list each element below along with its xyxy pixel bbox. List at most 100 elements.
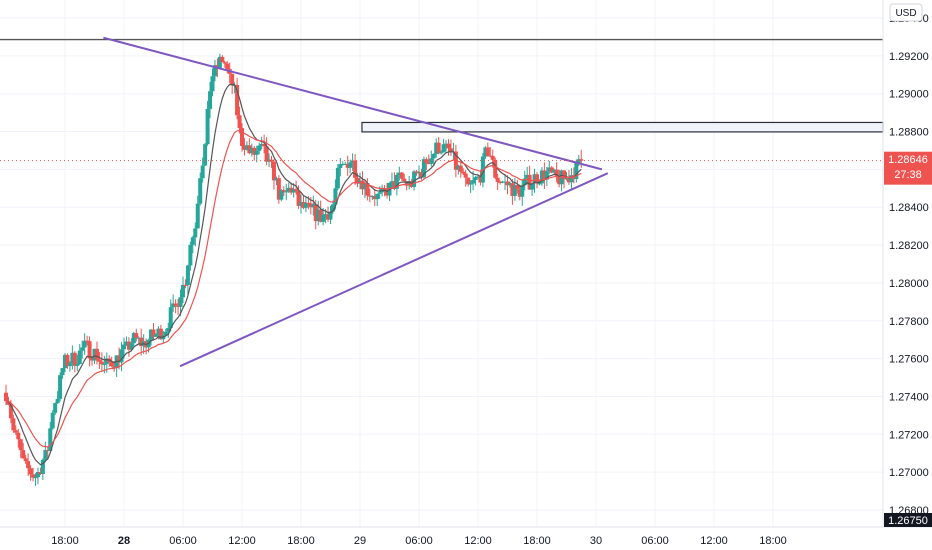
candle-body bbox=[77, 350, 82, 365]
candle-body bbox=[252, 147, 257, 155]
candle-body bbox=[537, 183, 542, 185]
candle-body bbox=[185, 265, 190, 285]
candle-body bbox=[247, 145, 252, 154]
x-tick-label: 12:00 bbox=[700, 535, 728, 547]
candle-body bbox=[456, 165, 461, 170]
candle-body bbox=[85, 340, 90, 342]
candle-body bbox=[126, 341, 131, 350]
candle-body bbox=[242, 145, 247, 150]
candle-body bbox=[235, 85, 240, 116]
candle-body bbox=[515, 185, 520, 190]
candle-body bbox=[90, 358, 95, 361]
candle-body bbox=[539, 170, 544, 184]
candle-body bbox=[328, 211, 333, 220]
low-price-badge: 1.26750 bbox=[884, 513, 932, 527]
candle-body bbox=[308, 203, 313, 208]
candle-body bbox=[40, 459, 45, 474]
candle-body bbox=[335, 168, 340, 189]
y-tick-label: 1.28400 bbox=[889, 202, 929, 214]
candle-body bbox=[431, 153, 436, 159]
candle-body bbox=[188, 244, 193, 266]
candle-body bbox=[198, 178, 203, 204]
candle-body bbox=[414, 171, 419, 174]
candle-body bbox=[473, 177, 478, 181]
candle-body bbox=[124, 341, 129, 345]
candle-body bbox=[183, 284, 188, 286]
candle-body bbox=[97, 359, 102, 362]
candle-body bbox=[200, 165, 205, 179]
x-tick-label: 30 bbox=[590, 535, 602, 547]
candle-body bbox=[330, 204, 335, 212]
candle-body bbox=[286, 187, 291, 192]
candle-body bbox=[131, 333, 136, 344]
candle-body bbox=[129, 343, 134, 350]
candle-body bbox=[18, 439, 23, 451]
candle-body bbox=[370, 196, 375, 198]
candle-body bbox=[313, 204, 318, 222]
candle-body bbox=[63, 354, 67, 369]
candle-body bbox=[579, 159, 584, 161]
x-tick-label: 18:00 bbox=[287, 535, 315, 547]
candle-body bbox=[429, 158, 434, 164]
candle-body bbox=[33, 477, 38, 479]
candle-body bbox=[436, 142, 441, 154]
candle-body bbox=[574, 162, 579, 180]
candle-body bbox=[549, 167, 554, 173]
candle-body bbox=[419, 171, 424, 178]
y-axis-ticks: 1.294001.292001.290001.288001.286001.284… bbox=[889, 13, 929, 517]
candle-body bbox=[306, 202, 311, 204]
candle-body bbox=[520, 185, 525, 197]
candle-body bbox=[102, 363, 107, 365]
candle-body bbox=[31, 474, 36, 478]
candle-body bbox=[21, 450, 26, 459]
drawings[interactable] bbox=[0, 36, 884, 368]
candle-body bbox=[434, 142, 439, 154]
candle-body bbox=[149, 329, 154, 340]
candle-body bbox=[326, 214, 331, 220]
currency-label: USD bbox=[895, 8, 916, 19]
trendline-upper[interactable] bbox=[103, 36, 603, 171]
candle-body bbox=[562, 170, 567, 180]
candle-body bbox=[220, 56, 225, 63]
candle-body bbox=[399, 172, 404, 179]
candle-body bbox=[517, 189, 522, 197]
candle-body bbox=[394, 175, 399, 189]
candle-body bbox=[301, 202, 306, 208]
candle-body bbox=[385, 189, 390, 196]
candle-body bbox=[58, 375, 63, 399]
candle-body bbox=[279, 190, 284, 200]
candle-body bbox=[500, 181, 505, 183]
candle-body bbox=[493, 159, 498, 178]
y-tick-label: 1.27800 bbox=[889, 316, 929, 328]
candle-body bbox=[426, 162, 431, 164]
x-axis-ticks: 18:00 28 06:00 12:00 18:00 29 06:00 12:00 18:00 3… bbox=[51, 535, 787, 547]
candle-body bbox=[26, 461, 31, 469]
candle-body bbox=[210, 76, 215, 92]
candle-body bbox=[112, 366, 117, 369]
trendline-lower[interactable] bbox=[179, 172, 609, 368]
current-price-value: 1.28646 bbox=[888, 154, 928, 166]
candle-body bbox=[87, 341, 92, 359]
candle-body bbox=[299, 202, 303, 206]
candle-body bbox=[217, 56, 222, 69]
y-tick-label: 1.29000 bbox=[889, 89, 929, 101]
candle-body bbox=[407, 181, 412, 186]
candle-body bbox=[503, 181, 508, 183]
candle-body bbox=[99, 361, 104, 365]
candle-body bbox=[439, 152, 444, 154]
candle-body bbox=[70, 352, 75, 364]
candle-body bbox=[488, 155, 493, 157]
currency-badge[interactable]: USD bbox=[889, 3, 923, 22]
candle-body bbox=[375, 193, 380, 200]
candle-body bbox=[195, 203, 200, 229]
current-price-badge: 1.28646 27:38 bbox=[884, 151, 932, 185]
y-tick-label: 1.29200 bbox=[889, 51, 929, 63]
candle-body bbox=[203, 144, 208, 166]
candle-body bbox=[466, 177, 471, 185]
candle-body bbox=[446, 143, 451, 149]
x-tick-label: 12:00 bbox=[464, 535, 492, 547]
candle-body bbox=[240, 128, 244, 146]
candle-body bbox=[350, 160, 355, 163]
candle-body bbox=[171, 303, 176, 308]
